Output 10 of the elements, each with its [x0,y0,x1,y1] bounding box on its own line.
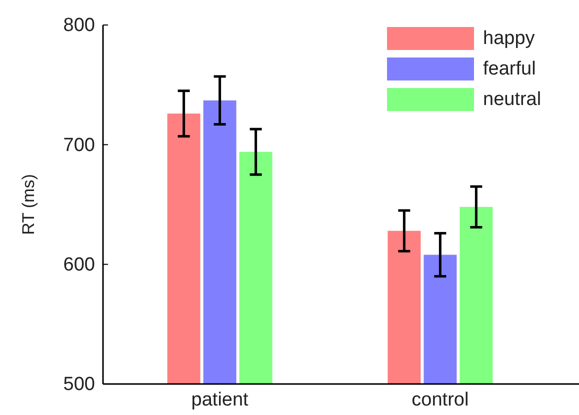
y-tick-label: 500 [63,374,95,396]
legend-label: fearful [483,58,536,80]
y-tick-label: 700 [63,134,95,156]
x-tick-label: control [412,389,469,410]
y-tick-label: 800 [63,15,95,36]
legend-label: neutral [483,89,542,110]
y-tick-label: 600 [63,254,95,276]
legend-label: happy [483,28,536,49]
x-tick-label: patient [191,389,250,410]
y-axis-title: RT (ms) [19,174,38,235]
